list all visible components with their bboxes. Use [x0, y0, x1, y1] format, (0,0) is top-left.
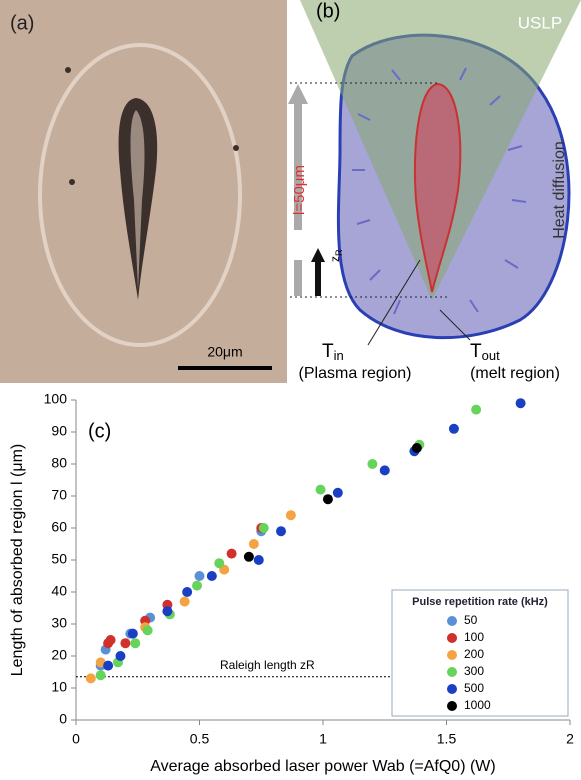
point — [194, 571, 205, 581]
melt-boundary — [38, 43, 242, 347]
point — [471, 404, 482, 415]
point — [411, 443, 422, 453]
t-in-region: (Plasma region) — [299, 365, 412, 382]
x-tick-label: 1 — [319, 731, 327, 747]
t-out: Tout — [470, 341, 500, 363]
point — [515, 398, 526, 409]
panel-label: (b) — [316, 0, 340, 22]
legend-title: Pulse repetition rate (kHz) — [412, 596, 548, 608]
point — [322, 494, 333, 505]
scale-label: 20μm — [207, 344, 242, 360]
particle — [69, 179, 75, 185]
x-axis-label: Average absorbed laser power Wab (=AfQ0)… — [150, 758, 495, 775]
point — [276, 526, 287, 537]
legend-marker — [447, 650, 457, 660]
point — [130, 638, 141, 649]
point — [127, 628, 138, 639]
legend-label: 100 — [464, 630, 484, 644]
particle — [233, 145, 239, 151]
y-tick-label: 60 — [51, 519, 67, 535]
x-tick-label: 0.5 — [190, 731, 210, 747]
point — [214, 558, 225, 569]
heat-label: Heat diffusion — [551, 141, 568, 239]
point — [226, 548, 237, 559]
point — [179, 596, 190, 607]
legend-label: 500 — [464, 681, 484, 695]
y-tick-label: 80 — [51, 455, 67, 471]
point — [379, 465, 390, 476]
particle — [65, 67, 71, 73]
point — [142, 625, 153, 636]
y-tick-label: 70 — [51, 487, 67, 503]
zr-arrow — [311, 248, 325, 296]
length-label: l=50μm — [291, 165, 308, 215]
length-arrow — [288, 84, 308, 230]
y-axis-label: Length of absorbed region l (μm) — [9, 444, 26, 676]
point — [162, 606, 173, 617]
legend-marker — [447, 633, 457, 643]
y-tick-label: 100 — [44, 391, 68, 407]
point — [248, 539, 259, 549]
modification-core — [130, 110, 145, 290]
y-tick-label: 30 — [51, 615, 67, 631]
t-out-region: (melt region) — [470, 365, 560, 382]
panel-label: (c) — [88, 420, 111, 442]
source-label: USLP — [518, 13, 562, 32]
point — [192, 580, 203, 591]
panel-label: (a) — [10, 12, 34, 34]
point — [115, 651, 126, 661]
point — [206, 571, 217, 581]
point — [120, 638, 131, 649]
diffusion-arrows — [352, 67, 527, 315]
point — [182, 587, 193, 597]
point — [258, 523, 269, 533]
point — [103, 660, 114, 671]
length-arrow — [294, 260, 302, 296]
point — [332, 487, 343, 498]
pointer — [367, 259, 421, 346]
point — [315, 484, 326, 495]
y-tick-label: 20 — [51, 647, 67, 663]
point — [253, 555, 264, 565]
legend-label: 50 — [464, 613, 478, 627]
x-tick-label: 2 — [566, 731, 574, 747]
legend-marker — [447, 616, 457, 626]
y-tick-label: 0 — [59, 711, 67, 727]
legend-box — [391, 589, 569, 717]
legend-label: 1000 — [464, 698, 491, 712]
pointer — [439, 309, 471, 341]
zr-label: zR — [328, 249, 344, 262]
point — [285, 510, 296, 521]
x-tick-label: 1.5 — [437, 731, 457, 747]
y-tick-label: 90 — [51, 423, 67, 439]
y-tick-label: 10 — [51, 679, 67, 695]
y-tick-label: 50 — [51, 551, 67, 567]
point — [448, 423, 459, 434]
raleigh-label: Raleigh length zR — [220, 658, 315, 672]
point — [85, 673, 96, 684]
legend-label: 200 — [464, 647, 484, 661]
y-tick-label: 40 — [51, 583, 67, 599]
legend-marker — [447, 701, 457, 711]
legend-marker — [447, 684, 457, 694]
point — [367, 459, 378, 469]
legend-marker — [447, 667, 457, 677]
plasma-region — [413, 82, 462, 293]
point — [95, 670, 106, 681]
x-tick-label: 0 — [72, 731, 80, 747]
legend-label: 300 — [464, 664, 484, 678]
point — [105, 635, 116, 645]
t-in: Tin — [322, 341, 344, 363]
point — [243, 551, 254, 562]
